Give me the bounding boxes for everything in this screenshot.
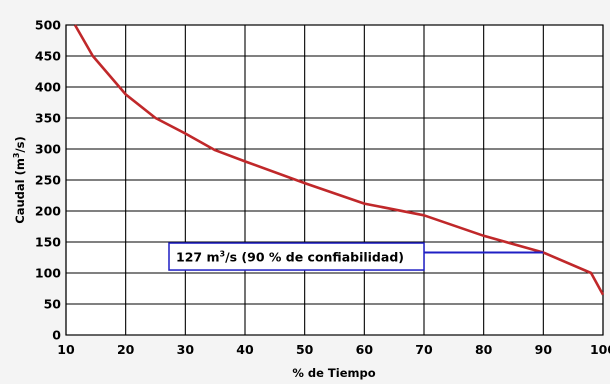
y-tick-label-300: 300 <box>35 142 61 157</box>
annotation-box <box>168 242 425 271</box>
x-tick-label-50: 50 <box>296 342 314 357</box>
y-tick-label-200: 200 <box>35 204 61 219</box>
y-tick-labels: 0 50 100 150 200 250 300 350 400 450 500 <box>35 18 61 343</box>
x-tick-label-80: 80 <box>475 342 493 357</box>
series-line <box>73 24 605 296</box>
y-axis-label-end: /s) <box>13 136 27 152</box>
plot-frame <box>65 24 604 336</box>
annotation: 127 m3/s (90 % de confiabilidad) <box>168 242 544 271</box>
y-tick-label-100: 100 <box>35 266 61 281</box>
x-tick-label-70: 70 <box>415 342 433 357</box>
x-tick-label-100: 100 <box>590 342 610 357</box>
y-tick-label-350: 350 <box>35 111 61 126</box>
y-tick-label-250: 250 <box>35 173 61 188</box>
y-tick-label-0: 0 <box>52 328 61 343</box>
annotation-label: 127 m3/s (90 % de confiabilidad) <box>176 250 404 265</box>
x-tick-label-60: 60 <box>356 342 374 357</box>
y-axis-label-sup: 3 <box>12 153 21 159</box>
x-tick-label-90: 90 <box>535 342 553 357</box>
x-tick-label-20: 20 <box>117 342 135 357</box>
y-tick-label-450: 450 <box>35 49 61 64</box>
y-axis-label-main: Caudal (m <box>13 158 27 224</box>
x-axis-label: % de Tiempo <box>292 366 375 380</box>
x-tick-label-10: 10 <box>57 342 75 357</box>
annotation-text-sup: 3 <box>219 250 225 259</box>
y-tick-label-400: 400 <box>35 80 61 95</box>
y-tick-label-50: 50 <box>44 297 62 312</box>
annotation-text-post: /s (90 % de confiabilidad) <box>225 250 404 265</box>
y-tick-label-150: 150 <box>35 235 61 250</box>
annotation-text-pre: 127 m <box>176 250 219 265</box>
x-tick-label-40: 40 <box>236 342 254 357</box>
y-tick-label-500: 500 <box>35 18 61 33</box>
y-axis-label: Caudal (m3/s) <box>12 136 27 223</box>
x-tick-labels: 10 20 30 40 50 60 70 80 90 100 <box>57 342 610 357</box>
x-tick-label-30: 30 <box>177 342 195 357</box>
